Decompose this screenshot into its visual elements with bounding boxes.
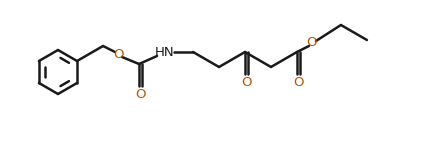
Text: HN: HN [155, 45, 175, 58]
Text: O: O [135, 87, 146, 100]
Text: O: O [307, 36, 317, 50]
Text: O: O [113, 48, 123, 62]
Text: O: O [293, 75, 304, 88]
Text: O: O [241, 75, 252, 88]
